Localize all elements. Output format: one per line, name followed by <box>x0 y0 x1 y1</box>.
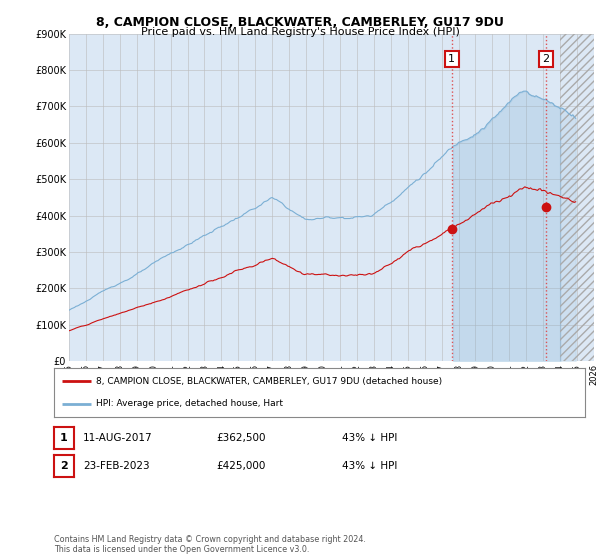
Text: 23-FEB-2023: 23-FEB-2023 <box>83 461 149 471</box>
Text: 2: 2 <box>60 461 68 471</box>
Text: £425,000: £425,000 <box>216 461 265 471</box>
Text: 8, CAMPION CLOSE, BLACKWATER, CAMBERLEY, GU17 9DU: 8, CAMPION CLOSE, BLACKWATER, CAMBERLEY,… <box>96 16 504 29</box>
Text: 2: 2 <box>542 54 549 64</box>
Text: 1: 1 <box>60 433 68 443</box>
Text: £362,500: £362,500 <box>216 433 265 443</box>
Text: 11-AUG-2017: 11-AUG-2017 <box>83 433 152 443</box>
Text: 8, CAMPION CLOSE, BLACKWATER, CAMBERLEY, GU17 9DU (detached house): 8, CAMPION CLOSE, BLACKWATER, CAMBERLEY,… <box>97 377 443 386</box>
Text: Price paid vs. HM Land Registry's House Price Index (HPI): Price paid vs. HM Land Registry's House … <box>140 27 460 37</box>
Text: HPI: Average price, detached house, Hart: HPI: Average price, detached house, Hart <box>97 399 283 408</box>
Text: 1: 1 <box>448 54 455 64</box>
Text: 43% ↓ HPI: 43% ↓ HPI <box>342 461 397 471</box>
Text: Contains HM Land Registry data © Crown copyright and database right 2024.
This d: Contains HM Land Registry data © Crown c… <box>54 535 366 554</box>
Bar <box>560 34 594 361</box>
Text: 43% ↓ HPI: 43% ↓ HPI <box>342 433 397 443</box>
